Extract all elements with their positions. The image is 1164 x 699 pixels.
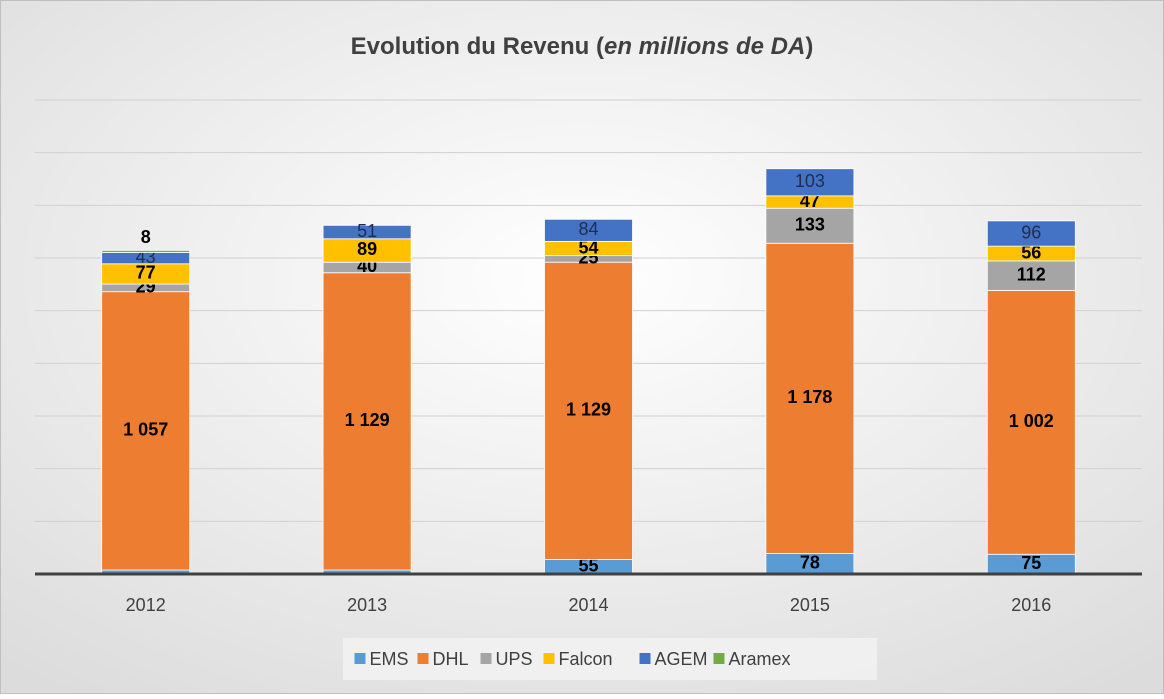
x-tick-label: 2013 — [347, 595, 387, 615]
legend-swatch — [480, 653, 492, 664]
data-label: 103 — [795, 171, 825, 191]
bar-segment — [986, 289, 1076, 555]
bar-segment — [322, 272, 412, 571]
data-label: 56 — [1021, 242, 1041, 262]
data-label: 89 — [357, 239, 377, 259]
x-tick-label: 2015 — [790, 595, 830, 615]
bar-segment — [765, 168, 855, 197]
bar-segment — [765, 207, 855, 244]
data-label: 51 — [357, 221, 377, 241]
legend-label: EMS — [370, 649, 409, 669]
data-label: 112 — [1017, 264, 1046, 284]
bar-segment — [544, 218, 633, 242]
x-tick-label: 2014 — [568, 595, 608, 615]
data-label: 96 — [1021, 222, 1041, 242]
bar-segment — [322, 224, 412, 240]
legend-label: AGEM — [655, 649, 708, 669]
bar-segment — [986, 260, 1076, 291]
data-label: 84 — [578, 219, 598, 239]
legend-box — [343, 638, 877, 680]
legend-label: DHL — [433, 649, 469, 669]
data-label: 78 — [800, 552, 820, 572]
bar-segment — [101, 249, 191, 253]
bar-segment — [765, 242, 855, 554]
data-label: 55 — [578, 556, 598, 576]
bar-segment — [986, 220, 1076, 247]
legend-swatch — [639, 653, 651, 664]
chart-title: Evolution du Revenu (en millions de DA) — [351, 33, 814, 60]
data-label: 1 057 — [123, 420, 168, 440]
legend-swatch — [417, 653, 429, 664]
data-label: 54 — [578, 237, 598, 257]
data-label: 1 129 — [566, 400, 611, 420]
data-label: 75 — [1021, 553, 1041, 573]
data-label: 133 — [795, 214, 825, 234]
data-label: 1 178 — [787, 387, 832, 407]
x-tick-label: 2016 — [1011, 595, 1051, 615]
legend-swatch — [713, 653, 725, 664]
data-label: 77 — [136, 263, 156, 283]
data-label: 8 — [141, 227, 151, 247]
data-label: 1 002 — [1009, 411, 1054, 431]
legend-swatch — [543, 653, 555, 664]
legend-label: Aramex — [729, 649, 791, 669]
x-tick-label: 2012 — [126, 595, 166, 615]
legend-swatch — [354, 653, 366, 664]
legend-label: UPS — [496, 649, 533, 669]
legend-label: Falcon — [559, 649, 613, 669]
data-label: 1 129 — [345, 410, 390, 430]
data-label: 43 — [136, 247, 156, 267]
